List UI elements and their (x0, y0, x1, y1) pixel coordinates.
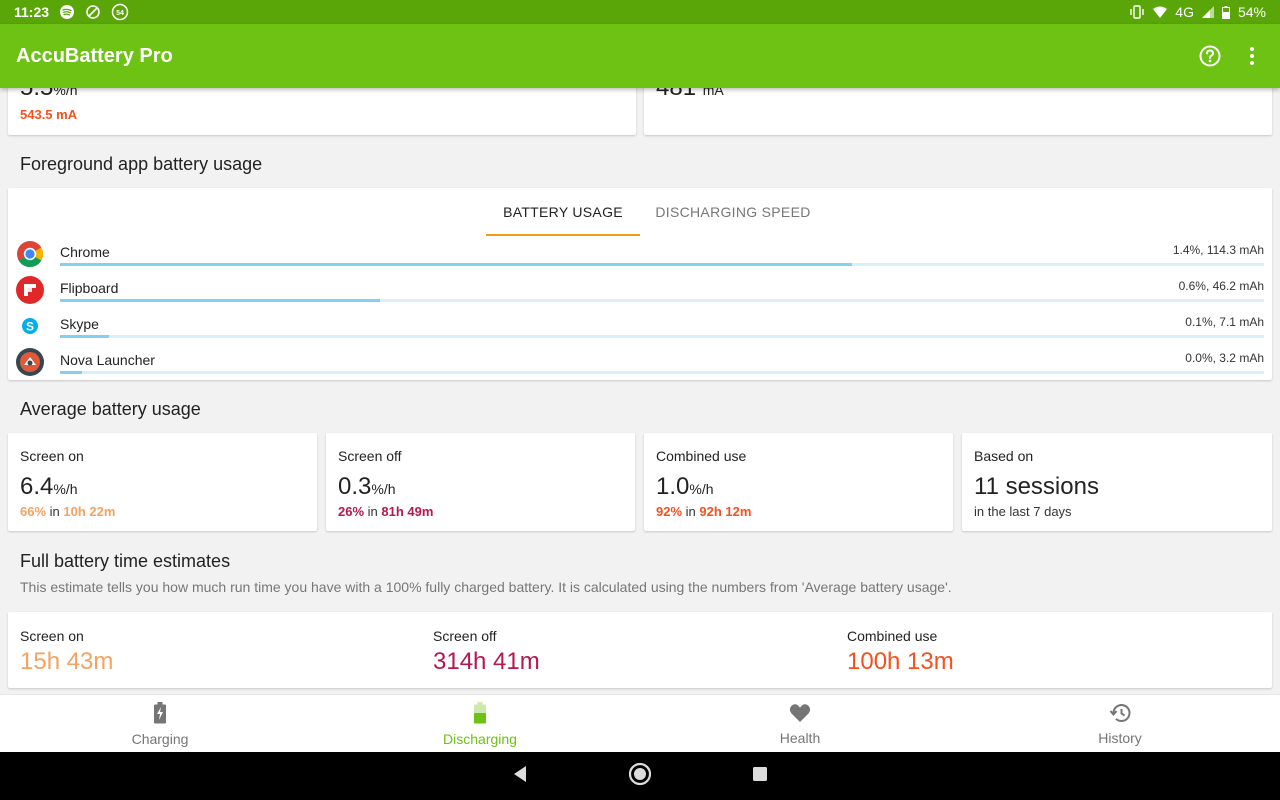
heart-icon (789, 703, 811, 726)
nav-label: Discharging (443, 730, 517, 747)
bottom-navigation: Charging Discharging Health History (0, 694, 1280, 752)
foreground-usage-card: BATTERY USAGE DISCHARGING SPEED Chrome 1… (8, 188, 1272, 380)
stat-label: Screen off (338, 448, 402, 464)
status-time: 11:23 (14, 4, 50, 20)
estimate-label: Screen off (433, 628, 497, 644)
nav-label: Charging (131, 730, 189, 747)
usage-bar-track (60, 371, 1264, 374)
stat-sub: 66% in 10h 22m (20, 504, 116, 519)
usage-bar-track (60, 299, 1264, 302)
app-name: Flipboard (60, 280, 119, 296)
app-bar: AccuBattery Pro (0, 24, 1280, 88)
usage-bar-track (60, 335, 1264, 338)
speed-limit-icon: 54 (111, 3, 129, 21)
sessions-card: Based on 11 sessions in the last 7 days (962, 433, 1272, 531)
battery-icon (1221, 5, 1230, 19)
nav-history[interactable]: History (960, 695, 1280, 753)
stat-sub: in the last 7 days (974, 504, 1072, 519)
nav-discharging[interactable]: Discharging (320, 695, 640, 753)
app-row-chrome[interactable]: Chrome 1.4%, 114.3 mAh (16, 236, 1264, 272)
app-usage-value: 1.4%, 114.3 mAh (1172, 243, 1264, 257)
svg-text:S: S (26, 320, 34, 334)
estimate-label: Screen on (20, 628, 84, 644)
svg-text:54: 54 (116, 10, 124, 17)
estimates-section-title: Full battery time estimates (20, 551, 231, 571)
data-saver-icon (85, 4, 101, 20)
app-row-nova-launcher[interactable]: Nova Launcher 0.0%, 3.2 mAh (16, 344, 1264, 380)
system-navigation-bar (0, 752, 1280, 800)
battery-percent: 54% (1237, 4, 1266, 20)
foreground-section-title: Foreground app battery usage (20, 154, 263, 174)
current-value: 481 mA (656, 88, 724, 101)
spotify-icon (59, 4, 75, 20)
stat-value: 6.4%/h (20, 473, 78, 500)
tab-discharging-speed[interactable]: DISCHARGING SPEED (655, 204, 811, 220)
stat-sub: 92% in 92h 12m (656, 504, 752, 519)
help-icon[interactable] (1198, 44, 1222, 68)
stat-sub: 26% in 81h 49m (338, 504, 434, 519)
nav-charging[interactable]: Charging (0, 695, 320, 753)
usage-bar-fill (60, 299, 381, 302)
estimate-value: 100h 13m (847, 648, 954, 675)
signal-icon (1201, 6, 1214, 18)
back-icon[interactable] (512, 765, 528, 788)
usage-bar-track (60, 263, 1264, 266)
more-options-icon[interactable] (1240, 44, 1264, 68)
app-name: Chrome (60, 244, 110, 260)
app-title: AccuBattery Pro (16, 44, 173, 67)
stat-label: Combined use (656, 448, 747, 464)
sessions-count: 11 sessions (974, 473, 1099, 500)
discharge-rate-card: 5.5%/h 543.5 mA (8, 88, 636, 135)
history-icon (1109, 703, 1131, 726)
main-content[interactable]: 5.5%/h 543.5 mA 481 mA Foreground app ba… (0, 88, 1280, 694)
usage-bar-fill (60, 371, 82, 374)
network-type: 4G (1175, 4, 1194, 20)
chrome-icon (16, 240, 44, 268)
estimate-value: 15h 43m (20, 648, 114, 675)
estimates-card: Screen on 15h 43m Screen off 314h 41m Co… (8, 612, 1272, 688)
screen-off-average-card: Screen off 0.3%/h 26% in 81h 49m (326, 433, 635, 531)
status-bar: 11:23 54 4G 54% (0, 0, 1280, 24)
stat-value: 1.0%/h (656, 473, 714, 500)
home-icon[interactable] (628, 762, 652, 791)
skype-icon: S (16, 312, 44, 340)
vibrate-icon (1129, 5, 1145, 19)
nav-health[interactable]: Health (640, 695, 960, 753)
stat-label: Screen on (20, 448, 84, 464)
discharge-rate-value: 5.5%/h (20, 88, 78, 101)
app-usage-value: 0.1%, 7.1 mAh (1185, 315, 1264, 329)
wifi-icon (1153, 6, 1168, 18)
tab-battery-usage[interactable]: BATTERY USAGE (478, 188, 648, 236)
app-usage-value: 0.6%, 46.2 mAh (1178, 279, 1264, 293)
stat-label: Based on (974, 448, 1034, 464)
nav-label: Health (779, 729, 821, 746)
nav-label: History (1098, 729, 1142, 746)
estimates-description: This estimate tells you how much run tim… (20, 579, 952, 595)
estimate-label: Combined use (847, 628, 938, 644)
battery-discharging-icon (473, 701, 487, 727)
battery-charging-icon (153, 701, 167, 727)
nova-launcher-icon (16, 348, 44, 376)
flipboard-icon (16, 276, 44, 304)
app-usage-value: 0.0%, 3.2 mAh (1185, 351, 1264, 365)
usage-bar-fill (60, 263, 853, 266)
current-card: 481 mA (644, 88, 1272, 135)
screen-on-average-card: Screen on 6.4%/h 66% in 10h 22m (8, 433, 317, 531)
app-row-skype[interactable]: S Skype 0.1%, 7.1 mAh (16, 308, 1264, 344)
estimate-value: 314h 41m (433, 648, 540, 675)
app-name: Skype (60, 316, 99, 332)
usage-bar-fill (60, 335, 110, 338)
app-row-flipboard[interactable]: Flipboard 0.6%, 46.2 mAh (16, 272, 1264, 308)
average-section-title: Average battery usage (20, 399, 201, 419)
recents-icon[interactable] (752, 766, 768, 787)
discharge-current: 543.5 mA (20, 107, 78, 122)
stat-value: 0.3%/h (338, 473, 396, 500)
combined-average-card: Combined use 1.0%/h 92% in 92h 12m (644, 433, 953, 531)
usage-tabs: BATTERY USAGE DISCHARGING SPEED (478, 188, 818, 236)
app-name: Nova Launcher (60, 352, 155, 368)
